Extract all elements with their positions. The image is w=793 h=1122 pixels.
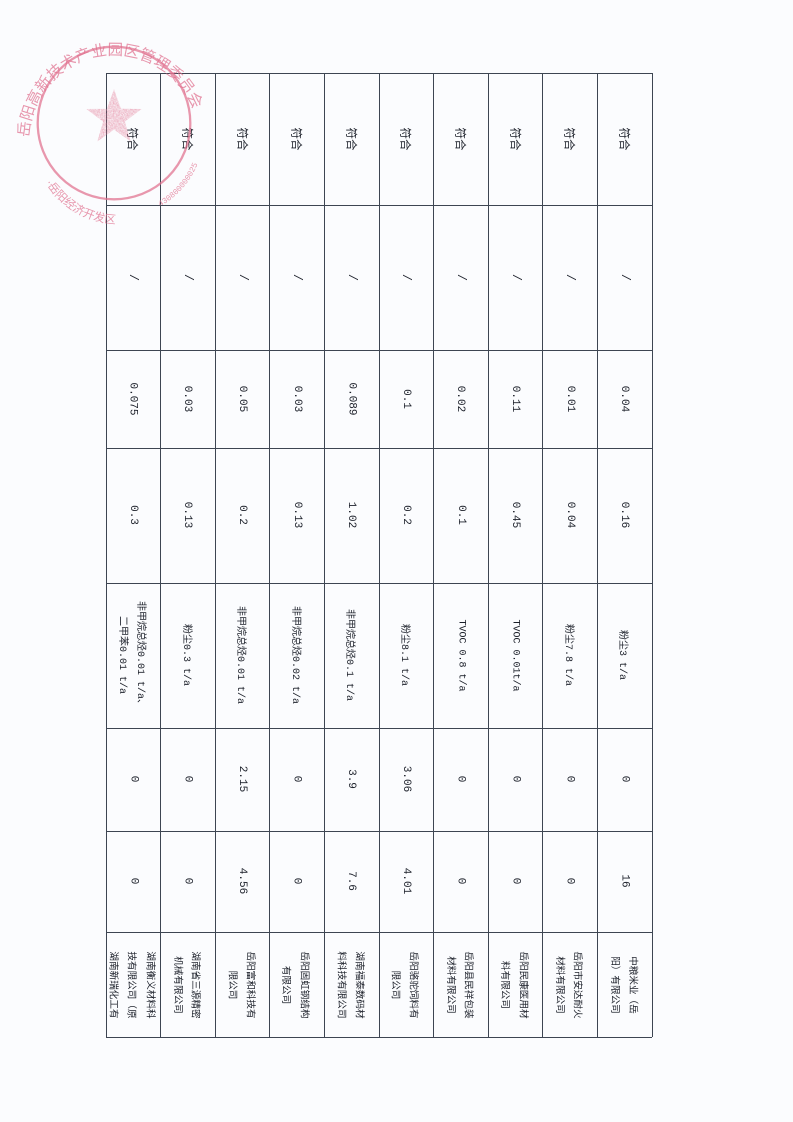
svg-text:·岳阳经济开发区: ·岳阳经济开发区	[43, 178, 116, 227]
